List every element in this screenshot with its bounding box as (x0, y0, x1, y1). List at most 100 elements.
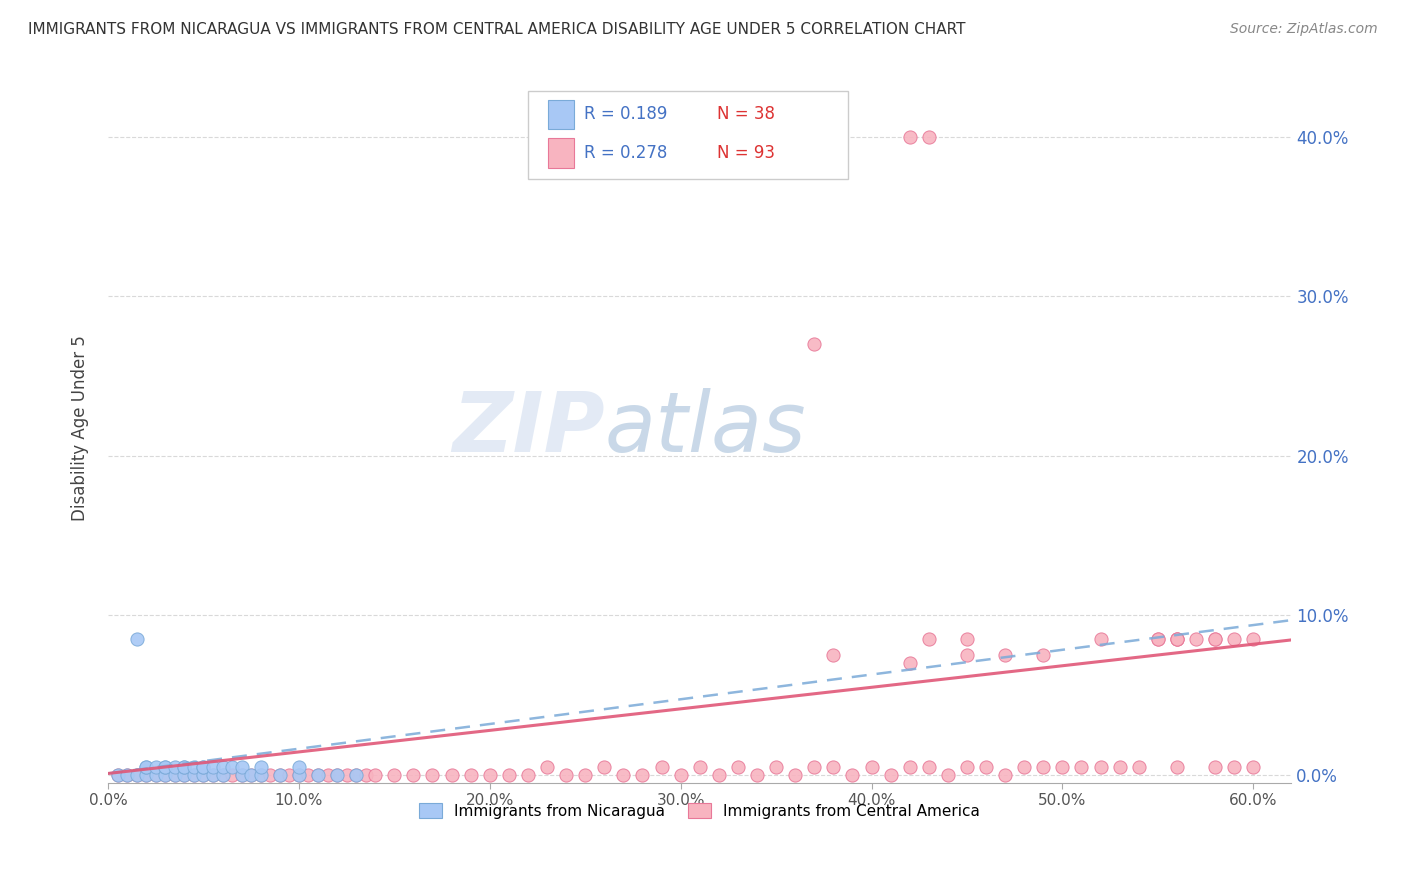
Text: R = 0.189: R = 0.189 (583, 105, 666, 123)
Text: N = 93: N = 93 (717, 144, 776, 161)
Point (1166, 632, 1188, 647)
Point (249, 768, 271, 782)
Point (135, 768, 157, 782)
Point (1204, 632, 1226, 647)
Point (231, 768, 253, 782)
Point (163, 768, 186, 782)
Point (211, 760, 233, 774)
Text: atlas: atlas (605, 387, 807, 468)
Y-axis label: Disability Age Under 5: Disability Age Under 5 (72, 335, 89, 521)
Point (288, 760, 311, 774)
Point (898, 760, 921, 774)
Point (183, 768, 205, 782)
Point (1012, 760, 1035, 774)
Text: N = 38: N = 38 (717, 105, 776, 123)
Point (1166, 632, 1188, 647)
Point (269, 768, 291, 782)
Point (974, 760, 997, 774)
Point (316, 768, 339, 782)
Point (115, 768, 138, 782)
Point (1147, 632, 1170, 647)
Point (860, 760, 883, 774)
Point (1032, 648, 1054, 663)
Point (1204, 632, 1226, 647)
Point (1223, 632, 1246, 647)
Text: IMMIGRANTS FROM NICARAGUA VS IMMIGRANTS FROM CENTRAL AMERICA DISABILITY AGE UNDE: IMMIGRANTS FROM NICARAGUA VS IMMIGRANTS … (28, 22, 966, 37)
Point (841, 768, 863, 782)
Point (307, 768, 329, 782)
Point (1166, 632, 1188, 647)
Point (107, 768, 129, 782)
Point (918, 632, 941, 647)
Text: R = 0.278: R = 0.278 (583, 144, 666, 161)
Point (669, 768, 692, 782)
Point (956, 648, 979, 663)
Point (460, 768, 482, 782)
Point (689, 760, 711, 774)
Point (125, 768, 148, 782)
Point (135, 768, 157, 782)
Point (1090, 760, 1112, 774)
Point (879, 768, 901, 782)
Point (145, 768, 167, 782)
Point (1147, 632, 1170, 647)
Point (307, 768, 329, 782)
Point (354, 768, 377, 782)
Point (231, 768, 253, 782)
Point (173, 768, 195, 782)
Point (183, 768, 205, 782)
Point (336, 768, 359, 782)
Point (155, 768, 177, 782)
Point (823, 760, 845, 774)
Point (574, 768, 596, 782)
Point (326, 768, 349, 782)
Point (478, 768, 501, 782)
Point (155, 768, 177, 782)
Point (288, 768, 311, 782)
Point (173, 768, 195, 782)
Point (231, 760, 253, 774)
Point (651, 760, 673, 774)
Point (956, 632, 979, 647)
Point (193, 760, 215, 774)
Point (898, 657, 921, 671)
Point (440, 768, 463, 782)
Point (1166, 760, 1188, 774)
Point (422, 768, 444, 782)
Point (1204, 760, 1226, 774)
Point (107, 768, 129, 782)
Point (269, 768, 291, 782)
Point (155, 760, 177, 774)
Point (631, 768, 654, 782)
Point (555, 768, 578, 782)
Point (249, 768, 271, 782)
Text: ZIP: ZIP (453, 387, 605, 468)
Point (1185, 632, 1208, 647)
Point (183, 760, 205, 774)
Point (402, 768, 425, 782)
Point (163, 760, 186, 774)
FancyBboxPatch shape (548, 138, 574, 168)
Point (918, 129, 941, 144)
Point (344, 768, 367, 782)
Point (994, 648, 1017, 663)
Legend: Immigrants from Nicaragua, Immigrants from Central America: Immigrants from Nicaragua, Immigrants fr… (413, 797, 987, 825)
Point (145, 760, 167, 774)
Point (145, 768, 167, 782)
Point (956, 760, 979, 774)
Point (240, 768, 263, 782)
Point (155, 760, 177, 774)
Point (364, 768, 387, 782)
Point (593, 760, 616, 774)
Point (344, 768, 367, 782)
Point (221, 768, 243, 782)
Point (898, 129, 921, 144)
Point (1070, 760, 1092, 774)
Point (382, 768, 405, 782)
Point (994, 768, 1017, 782)
Point (1090, 632, 1112, 647)
Point (163, 768, 186, 782)
Point (135, 760, 157, 774)
Point (125, 768, 148, 782)
Point (201, 768, 224, 782)
